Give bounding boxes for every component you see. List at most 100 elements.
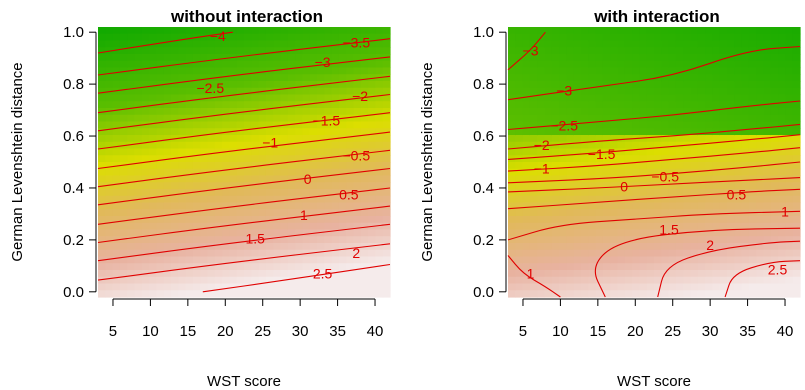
heatmap-cell <box>778 202 786 210</box>
heatmap-cell <box>602 182 611 190</box>
heatmap-cell <box>705 189 713 197</box>
heatmap-cell <box>236 47 245 55</box>
heatmap-cell <box>156 209 165 217</box>
heatmap-cell <box>588 108 597 116</box>
heatmap-cell <box>573 270 582 278</box>
heatmap-cell <box>324 101 333 109</box>
heatmap-cell <box>309 101 318 109</box>
heatmap-cell <box>287 148 296 156</box>
heatmap-cell <box>178 121 187 129</box>
heatmap-cell <box>353 155 362 163</box>
heatmap-cell <box>163 81 172 89</box>
heatmap-cell <box>222 114 230 123</box>
heatmap-cell <box>705 141 713 150</box>
heatmap-cell <box>171 141 179 150</box>
heatmap-cell <box>617 101 626 109</box>
heatmap-cell <box>712 182 721 190</box>
heatmap-cell <box>141 87 150 96</box>
heatmap-cell <box>763 270 772 278</box>
heatmap-cell <box>727 243 735 251</box>
heatmap-cell <box>265 135 274 143</box>
heatmap-cell <box>295 243 303 251</box>
heatmap-cell <box>697 67 706 75</box>
heatmap-cell <box>127 128 136 136</box>
heatmap-cell <box>287 141 296 150</box>
heatmap-cell <box>141 256 150 264</box>
heatmap-cell <box>185 60 194 69</box>
heatmap-cell <box>712 141 721 150</box>
heatmap-cell <box>792 195 801 204</box>
heatmap-cell <box>668 94 677 102</box>
heatmap-cell <box>602 229 611 237</box>
heatmap-cell <box>595 290 604 298</box>
heatmap-cell <box>581 283 589 291</box>
heatmap-cell <box>792 155 801 163</box>
heatmap-cell <box>134 155 143 163</box>
heatmap-cell <box>661 222 670 231</box>
heatmap-cell <box>508 243 516 251</box>
heatmap-cell <box>617 290 626 298</box>
heatmap-cell <box>522 162 531 170</box>
heatmap-cell <box>639 175 648 183</box>
heatmap-cell <box>646 148 655 156</box>
heatmap-cell <box>265 101 274 109</box>
heatmap-cell <box>119 249 128 258</box>
heatmap-cell <box>302 263 311 271</box>
heatmap-cell <box>192 60 201 69</box>
heatmap-cell <box>705 128 713 136</box>
heatmap-cell <box>632 283 640 291</box>
heatmap-cell <box>617 209 626 217</box>
heatmap-cell <box>515 108 524 116</box>
heatmap-cell <box>770 290 779 298</box>
heatmap-cell <box>595 202 604 210</box>
heatmap-cell <box>668 202 677 210</box>
heatmap-cell <box>171 155 179 163</box>
heatmap-cell <box>280 290 289 298</box>
heatmap-cell <box>134 229 143 237</box>
heatmap-cell <box>324 87 333 96</box>
heatmap-cell <box>654 229 662 237</box>
heatmap-cell <box>639 87 648 96</box>
heatmap-cell <box>134 60 143 69</box>
heatmap-cell <box>317 276 325 285</box>
heatmap-cell <box>551 114 560 123</box>
heatmap-cell <box>375 182 384 190</box>
heatmap-cell <box>200 114 209 123</box>
heatmap-cell <box>236 114 245 123</box>
heatmap-cell <box>119 114 128 123</box>
heatmap-cell <box>551 148 560 156</box>
heatmap-cell <box>617 182 626 190</box>
heatmap-cell <box>200 60 209 69</box>
heatmap-cell <box>309 195 318 204</box>
heatmap-cell <box>639 40 648 48</box>
heatmap-cell <box>273 202 282 210</box>
heatmap-cell <box>119 128 128 136</box>
heatmap-cell <box>214 54 223 62</box>
heatmap-cell <box>156 263 165 271</box>
heatmap-cell <box>375 189 384 197</box>
heatmap-cell <box>280 74 289 82</box>
heatmap-cell <box>163 87 172 96</box>
heatmap-cell <box>119 256 128 264</box>
heatmap-cell <box>273 87 282 96</box>
contour-label: 1 <box>781 203 789 219</box>
heatmap-cell <box>360 121 369 129</box>
heatmap-cell <box>309 40 318 48</box>
heatmap-cell <box>192 229 201 237</box>
heatmap-cell <box>610 168 619 177</box>
heatmap-cell <box>756 87 765 96</box>
heatmap-cell <box>375 87 384 96</box>
heatmap-cell <box>778 276 786 285</box>
heatmap-cell <box>251 249 260 258</box>
heatmap-cell <box>353 47 362 55</box>
heatmap-cell <box>360 222 369 231</box>
heatmap-cell <box>661 195 670 204</box>
heatmap-cell <box>639 249 648 258</box>
heatmap-cell <box>112 60 121 69</box>
heatmap-cell <box>163 67 172 75</box>
heatmap-cell <box>185 216 194 224</box>
heatmap-cell <box>515 101 524 109</box>
heatmap-cell <box>792 168 801 177</box>
heatmap-cell <box>588 27 597 35</box>
heatmap-cell <box>353 229 362 237</box>
